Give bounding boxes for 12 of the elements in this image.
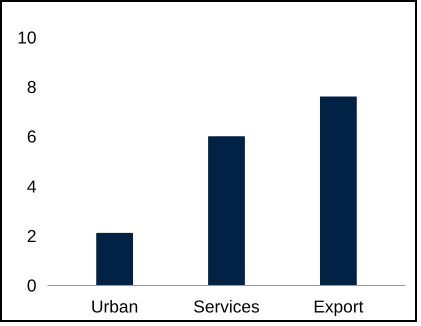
y-tick-label: 6: [26, 126, 37, 147]
bar: [208, 136, 245, 286]
y-tick-label: 0: [26, 276, 37, 296]
y-tick-label: 4: [26, 176, 37, 196]
bar: [320, 96, 357, 286]
x-tick-label: Export: [313, 296, 364, 316]
y-tick-label: 2: [26, 226, 37, 246]
bar: [96, 232, 134, 286]
y-tick-label: 10: [17, 28, 37, 48]
x-tick-label: Services: [193, 296, 260, 316]
y-tick-label: 8: [26, 77, 37, 98]
x-tick-label: Urban: [91, 296, 138, 316]
